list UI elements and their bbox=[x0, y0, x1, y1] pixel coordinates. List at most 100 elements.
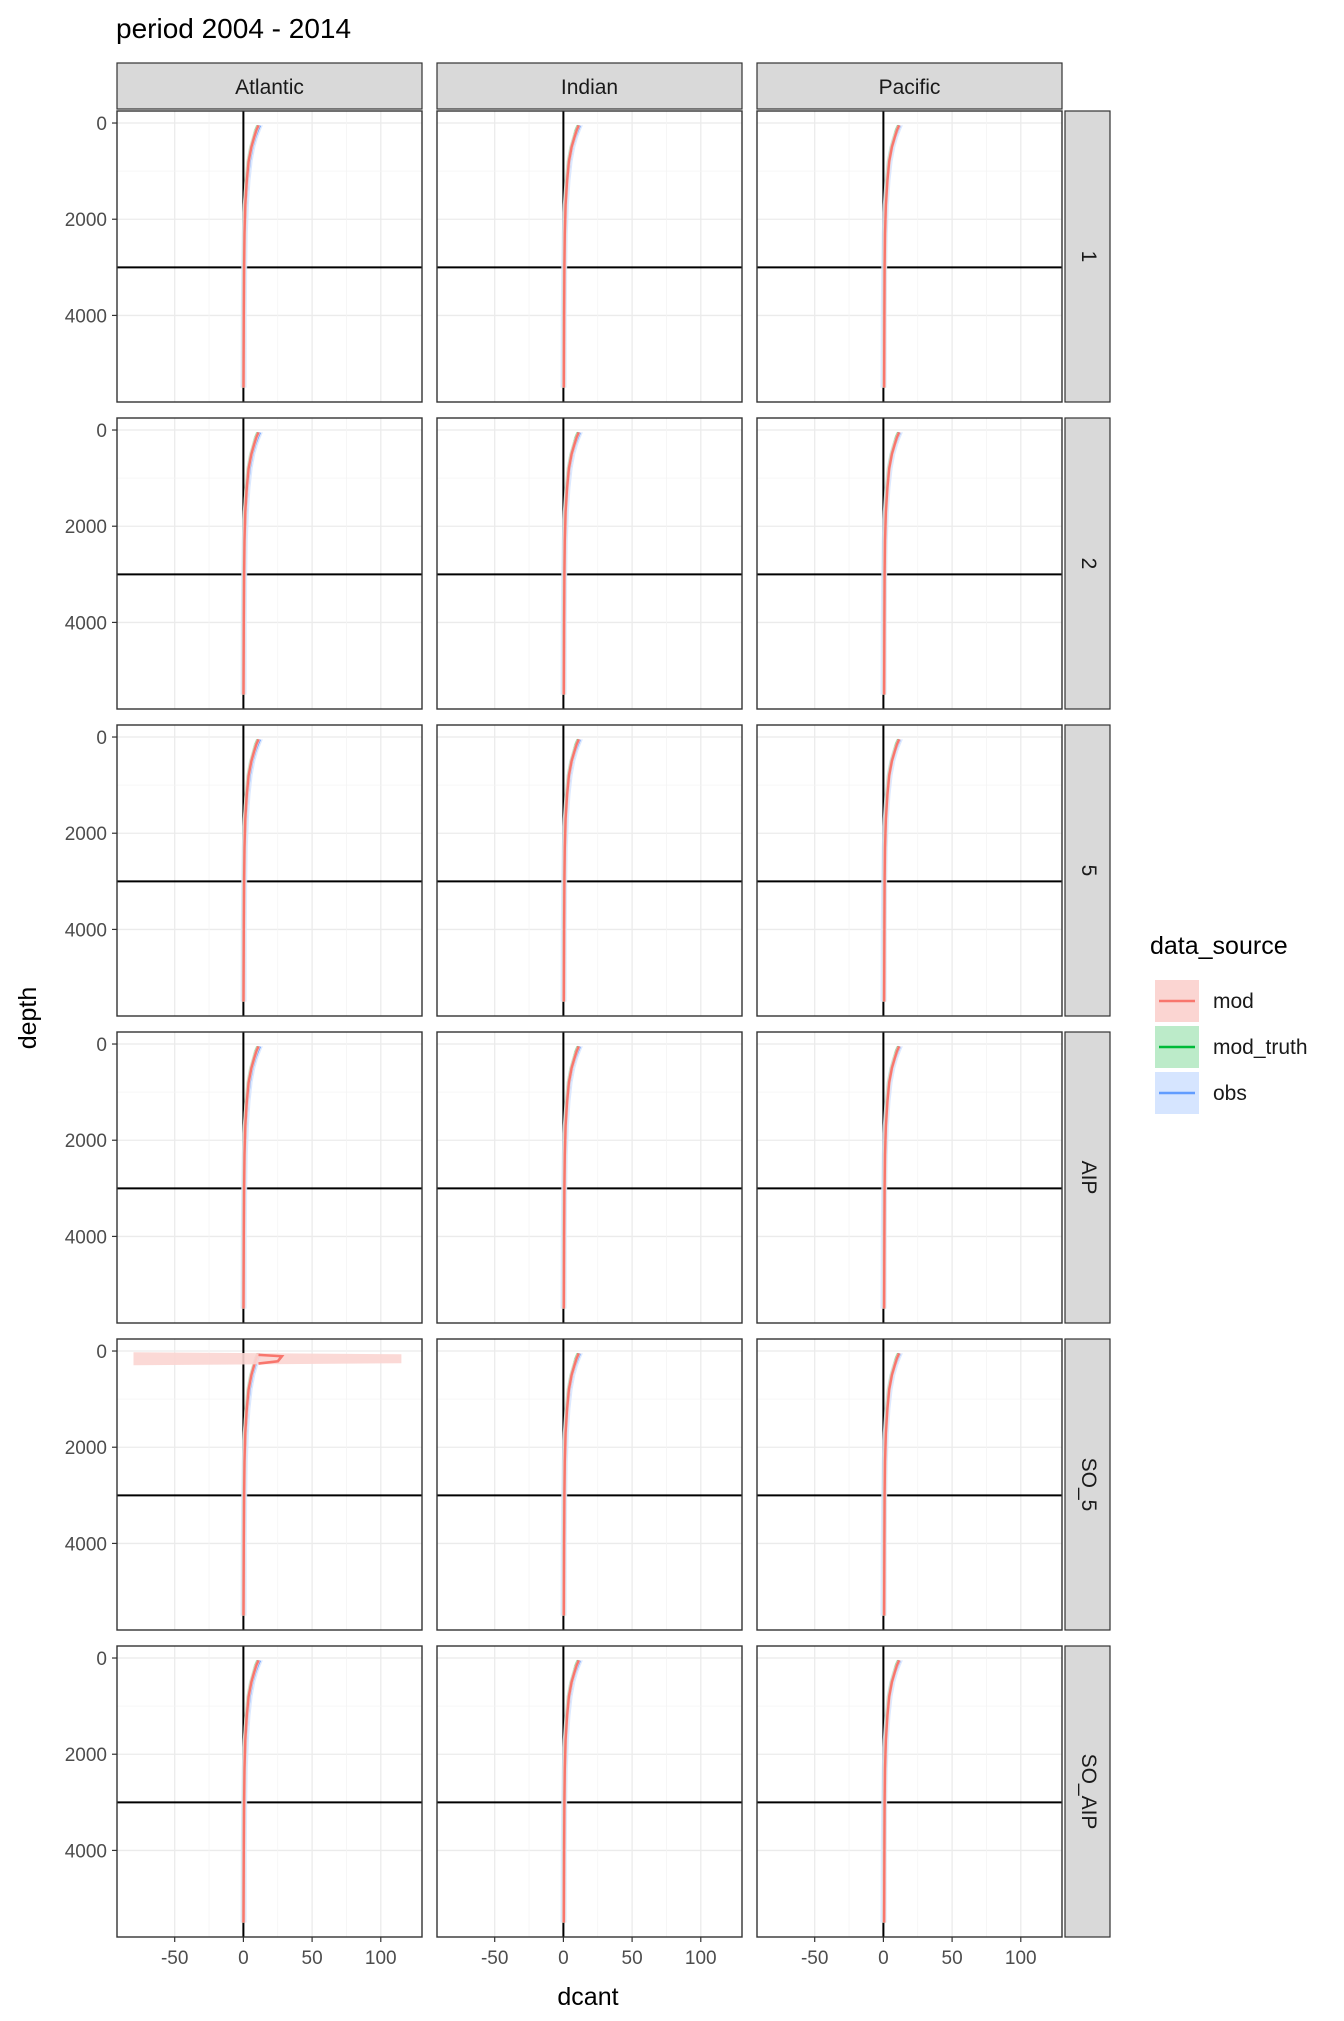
x-axis-title: dcant bbox=[557, 1983, 618, 2011]
series-line-mod bbox=[242, 124, 260, 388]
x-tick-label: 50 bbox=[622, 1948, 643, 1969]
panel-border bbox=[756, 724, 1063, 1017]
panel-border bbox=[116, 1645, 423, 1938]
x-tick-label: 50 bbox=[942, 1948, 963, 1969]
series-line-mod bbox=[882, 431, 901, 695]
y-tick-label: 0 bbox=[96, 421, 107, 442]
y-tick-label: 2000 bbox=[65, 1131, 107, 1152]
x-tick-label: 0 bbox=[238, 1948, 249, 1969]
row-strip-label-5: 5 bbox=[1077, 865, 1100, 877]
col-strip-pacific bbox=[756, 62, 1063, 110]
row-strip-label-aip: AIP bbox=[1077, 1161, 1100, 1195]
series-line-mod bbox=[562, 1659, 580, 1923]
col-strip-atlantic bbox=[116, 62, 423, 110]
y-tick-label: 4000 bbox=[65, 920, 107, 941]
legend-label-mod: mod bbox=[1213, 990, 1254, 1013]
x-tick-label: 100 bbox=[365, 1948, 397, 1969]
y-tick-label: 4000 bbox=[65, 1841, 107, 1862]
y-tick-label: 0 bbox=[96, 114, 107, 135]
panel-border bbox=[756, 1645, 1063, 1938]
series-line-mod bbox=[882, 738, 901, 1002]
panel-border bbox=[436, 1338, 743, 1631]
panel-so-5-atlantic bbox=[116, 1338, 423, 1631]
col-strip-label-pacific: Pacific bbox=[879, 76, 941, 99]
panel-border bbox=[436, 110, 743, 403]
facet-panels: Atlantic Indian Pacific 1 2 5 AIP SO_5 SO_AIP 0 20… bbox=[65, 62, 1111, 1969]
x-tick-label: 0 bbox=[558, 1948, 569, 1969]
y-tick-label: 0 bbox=[96, 1649, 107, 1670]
panel-border bbox=[116, 1031, 423, 1324]
col-strip-label-indian: Indian bbox=[561, 76, 618, 99]
panel-5-atlantic bbox=[116, 724, 423, 1017]
y-tick-label: 0 bbox=[96, 728, 107, 749]
panel-so-aip-atlantic bbox=[116, 1645, 423, 1938]
row-strip-2 bbox=[1064, 417, 1111, 710]
panel-aip-indian bbox=[436, 1031, 743, 1324]
series-line-mod bbox=[562, 1352, 580, 1616]
y-tick-label: 2000 bbox=[65, 210, 107, 231]
x-tick-label: 100 bbox=[1005, 1948, 1037, 1969]
y-tick-label: 2000 bbox=[65, 1745, 107, 1766]
y-tick-label: 4000 bbox=[65, 613, 107, 634]
panel-border bbox=[756, 417, 1063, 710]
series-line-mod bbox=[562, 738, 580, 1002]
panel-aip-atlantic bbox=[116, 1031, 423, 1324]
panel-aip-pacific bbox=[756, 1031, 1063, 1324]
panel-border bbox=[756, 110, 1063, 403]
x-tick-label: -50 bbox=[801, 1948, 828, 1969]
legend-title: data_source bbox=[1150, 932, 1288, 960]
series-line-mod bbox=[562, 124, 580, 388]
x-tick-label: 100 bbox=[685, 1948, 717, 1969]
legend-label-obs: obs bbox=[1213, 1082, 1247, 1105]
panel-border bbox=[436, 1645, 743, 1938]
y-tick-label: 4000 bbox=[65, 1534, 107, 1555]
panel-border bbox=[756, 1031, 1063, 1324]
panel-border bbox=[436, 724, 743, 1017]
panel-so-5-indian bbox=[436, 1338, 743, 1631]
x-tick-label: -50 bbox=[161, 1948, 188, 1969]
series-line-mod bbox=[882, 1659, 901, 1923]
panel-border bbox=[116, 417, 423, 710]
series-line-mod bbox=[242, 738, 260, 1002]
series-line-mod bbox=[882, 124, 901, 388]
panel-border bbox=[116, 724, 423, 1017]
row-strip-so-5 bbox=[1064, 1338, 1111, 1631]
series-line-mod bbox=[242, 1659, 260, 1923]
panel-border bbox=[436, 1031, 743, 1324]
chart-title: period 2004 - 2014 bbox=[116, 13, 351, 44]
row-strip-label-2: 2 bbox=[1077, 558, 1100, 570]
y-axis-title: depth bbox=[14, 987, 42, 1050]
panel-1-atlantic bbox=[116, 110, 423, 403]
row-strip-1 bbox=[1064, 110, 1111, 403]
panel-2-atlantic bbox=[116, 417, 423, 710]
series-line-mod bbox=[242, 431, 260, 695]
panel-2-indian bbox=[436, 417, 743, 710]
y-tick-label: 0 bbox=[96, 1342, 107, 1363]
x-tick-label: 50 bbox=[302, 1948, 323, 1969]
col-strip-label-atlantic: Atlantic bbox=[235, 76, 304, 99]
y-tick-label: 4000 bbox=[65, 306, 107, 327]
y-tick-label: 4000 bbox=[65, 1227, 107, 1248]
series-line-mod bbox=[562, 431, 580, 695]
panel-border bbox=[756, 1338, 1063, 1631]
x-tick-label: 0 bbox=[878, 1948, 889, 1969]
panel-1-indian bbox=[436, 110, 743, 403]
series-line-mod bbox=[562, 1045, 580, 1309]
row-strip-label-so-5: SO_5 bbox=[1077, 1458, 1100, 1512]
panel-5-pacific bbox=[756, 724, 1063, 1017]
panel-so-aip-pacific bbox=[756, 1645, 1063, 1938]
annotation-band-mod bbox=[133, 1352, 402, 1366]
col-strip-indian bbox=[436, 62, 743, 110]
panel-so-5-pacific bbox=[756, 1338, 1063, 1631]
series-line-mod bbox=[242, 1045, 260, 1309]
y-tick-label: 2000 bbox=[65, 517, 107, 538]
row-strip-aip bbox=[1064, 1031, 1111, 1324]
legend-label-mod-truth: mod_truth bbox=[1213, 1036, 1308, 1059]
y-tick-label: 0 bbox=[96, 1035, 107, 1056]
row-strip-label-1: 1 bbox=[1077, 251, 1100, 263]
panel-border bbox=[116, 1338, 423, 1631]
